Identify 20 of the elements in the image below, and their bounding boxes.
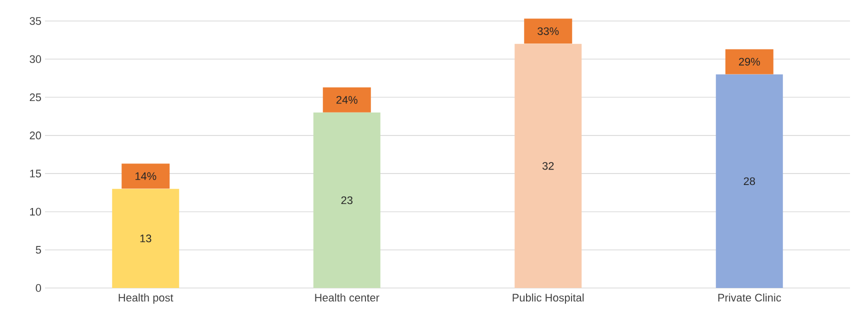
data-label: 32 <box>542 162 554 170</box>
x-tick-label: Public Hospital <box>512 294 584 304</box>
x-tick-label: Health post <box>118 294 174 304</box>
y-tick-label: 30 <box>30 55 42 64</box>
annotation: 14% <box>135 172 156 180</box>
x-tick-label: Health center <box>315 294 380 302</box>
data-label: 23 <box>341 196 352 204</box>
y-tick-label: 15 <box>30 170 42 178</box>
annotation: 33% <box>538 27 559 36</box>
y-tick-label: 25 <box>30 93 42 102</box>
annotation: 24% <box>336 96 358 104</box>
y-tick-label: 35 <box>30 17 42 25</box>
y-tick-label: 0 <box>36 284 42 292</box>
data-label: 13 <box>140 234 152 242</box>
x-tick-label: Private Clinic <box>718 294 782 302</box>
annotation: 29% <box>738 58 760 66</box>
y-tick-label: 20 <box>30 132 42 140</box>
y-tick-label: 10 <box>30 208 42 216</box>
y-tick-label: 5 <box>36 246 42 254</box>
data-label: 28 <box>744 177 755 186</box>
